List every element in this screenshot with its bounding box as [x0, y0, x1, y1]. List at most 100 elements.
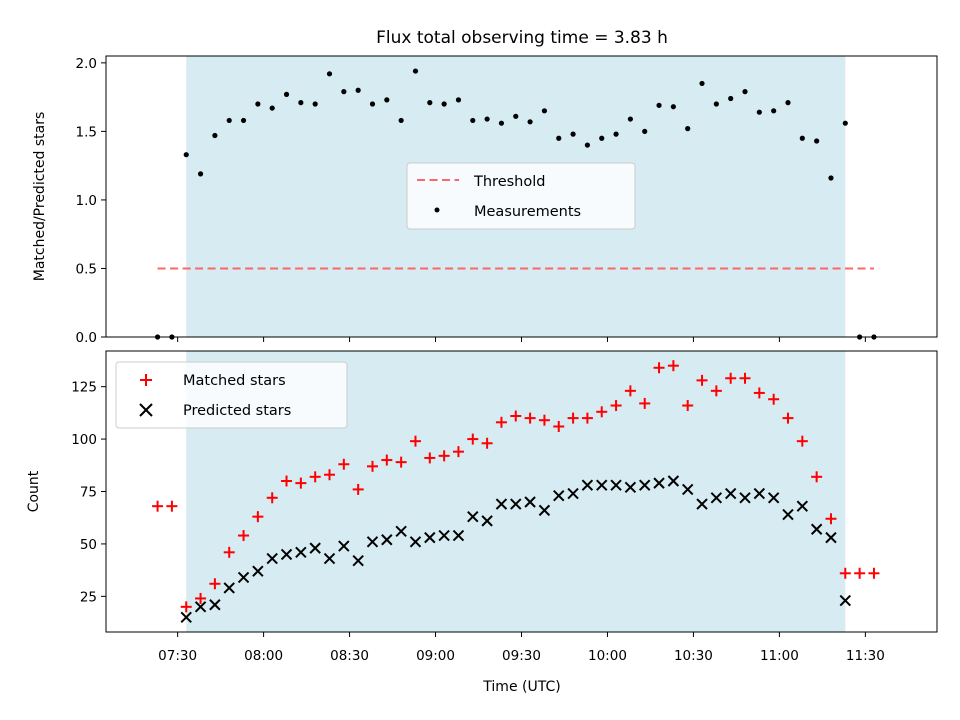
predicted-star-point — [510, 498, 522, 510]
matched-star-point — [710, 385, 722, 397]
measurement-point — [642, 128, 648, 134]
measurement-point — [814, 138, 820, 144]
top-x-ticks — [177, 337, 866, 342]
top-legend: Threshold Measurements — [406, 162, 636, 230]
matched-star-point — [553, 420, 565, 432]
legend-predicted-swatch — [139, 403, 153, 417]
measurement-point — [470, 117, 476, 124]
matched-star-point — [639, 397, 651, 409]
top-y-axis-label: Matched/Predicted stars — [32, 112, 48, 282]
matched-star-point — [409, 435, 421, 447]
matched-star-point — [768, 393, 780, 405]
predicted-star-point — [481, 515, 493, 527]
predicted-star-point — [567, 487, 579, 500]
matched-star-point — [524, 412, 536, 424]
matched-star-point — [438, 450, 450, 462]
predicted-star-point — [366, 536, 379, 548]
bottom-panel-frame — [105, 350, 938, 633]
x-tick-label: 10:00 — [588, 648, 627, 664]
bottom-panel: 25 50 75 100 125 07:30 08:00 08:30 09:00 09:30 10… — [26, 350, 938, 695]
x-tick-label: 11:30 — [846, 648, 885, 664]
predicted-star-point — [323, 552, 336, 565]
legend-matched-swatch — [140, 374, 152, 386]
predicted-star-point — [596, 479, 608, 491]
measurement-point — [670, 104, 676, 110]
predicted-star-point — [610, 479, 622, 491]
measurement-point — [685, 126, 691, 132]
matched-star-point — [166, 500, 178, 512]
predicted-star-point — [438, 529, 450, 542]
measurement-point — [355, 87, 361, 93]
matched-star-point — [624, 385, 636, 397]
predicted-star-point — [825, 531, 837, 544]
predicted-star-point — [710, 492, 723, 504]
predicted-star-point — [237, 571, 250, 584]
predicted-star-point — [266, 552, 278, 565]
matched-star-point — [567, 412, 579, 424]
measurement-point — [756, 109, 762, 115]
predicted-star-point — [381, 534, 393, 546]
top-y-tick-label: 2.0 — [76, 56, 97, 72]
measurement-point — [384, 97, 390, 103]
predicted-star-point — [495, 498, 508, 510]
top-panel: 0.00.51.01.52.0 Matched/Predicted stars … — [32, 55, 938, 346]
matched-star-point — [667, 360, 679, 372]
measurement-point — [527, 119, 533, 125]
measurement-point — [771, 108, 777, 114]
bottom-legend: Matched stars Predicted stars — [115, 361, 348, 429]
bottom-y-tick-label: 50 — [80, 537, 97, 553]
matched-star-point — [696, 374, 708, 386]
matched-star-point — [510, 410, 522, 422]
matched-star-point — [252, 511, 264, 523]
predicted-star-point — [796, 500, 809, 512]
matched-star-point — [266, 492, 278, 504]
matched-star-point — [811, 471, 823, 483]
matched-star-point — [238, 530, 250, 542]
measurement-point — [613, 131, 619, 137]
top-y-tick-label: 0.5 — [76, 261, 97, 277]
bottom-y-ticks: 25 50 75 100 125 — [71, 380, 106, 605]
matched-star-point — [424, 452, 436, 464]
predicted-star-point — [280, 548, 293, 561]
matched-star-point — [839, 567, 851, 579]
matched-star-point — [739, 372, 751, 384]
predicted-star-point — [753, 487, 766, 500]
measurement-point — [484, 116, 490, 122]
matched-star-point — [725, 372, 737, 384]
matched-star-point — [796, 435, 808, 447]
matched-star-point — [753, 387, 765, 399]
matched-star-point — [653, 362, 665, 374]
predicted-star-point — [667, 475, 680, 487]
matched-star-point — [481, 437, 493, 449]
legend-threshold-label: Threshold — [473, 174, 545, 190]
predicted-star-point — [782, 508, 794, 521]
matched-star-point — [467, 433, 479, 445]
top-y-tick-label: 0.0 — [76, 330, 97, 346]
x-axis-label: Time (UTC) — [482, 679, 560, 695]
x-tick-label: 08:00 — [244, 648, 283, 664]
measurement-point — [298, 100, 304, 106]
measurement-point — [240, 117, 247, 124]
top-legend-box — [406, 162, 636, 230]
x-tick-label: 11:00 — [760, 648, 799, 664]
predicted-star-point — [409, 536, 422, 548]
x-tick-label: 09:00 — [416, 648, 455, 664]
measurement-point — [326, 71, 333, 77]
chart-title: Flux total observing time = 3.83 h — [376, 28, 668, 48]
measurement-point — [341, 89, 347, 95]
measurement-point — [570, 131, 576, 137]
measurement-point — [828, 175, 834, 181]
measurement-point — [513, 113, 519, 119]
measurement-point — [427, 100, 433, 106]
bottom-y-tick-label: 75 — [80, 485, 97, 501]
matched-star-point — [223, 546, 235, 558]
measurement-point — [441, 101, 447, 107]
measurement-point — [498, 120, 505, 126]
measurement-point — [312, 101, 318, 107]
matched-star-point — [868, 567, 880, 579]
matched-stars-points — [152, 360, 880, 613]
predicted-star-point — [352, 554, 364, 567]
predicted-star-point — [467, 510, 479, 523]
measurement-point — [226, 117, 232, 124]
